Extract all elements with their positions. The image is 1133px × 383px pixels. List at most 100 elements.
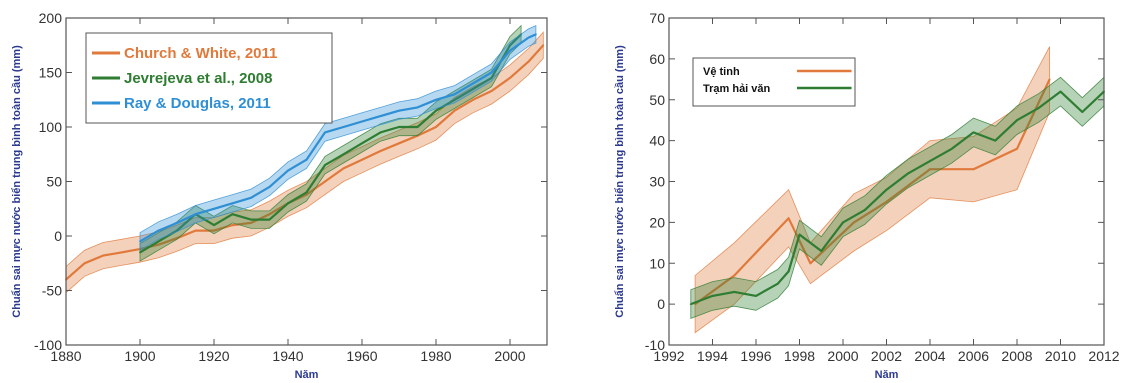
- church-white-2011-series-point: [102, 254, 104, 257]
- church-white-2011-series-point: [361, 158, 363, 161]
- x-tick-label: 2006: [958, 348, 989, 364]
- ray-douglas-2011-series-point: [435, 98, 437, 101]
- v-tinh-series-point: [787, 217, 790, 220]
- y-axis-label: Chuẩn sai mực nước biển trung bình toàn …: [11, 45, 23, 318]
- jevrejeva-et-al-2008-series-point: [490, 77, 493, 79]
- ray-douglas-2011-series-point: [527, 36, 530, 39]
- jevrejeva-et-al-2008-series-point: [398, 126, 400, 128]
- v-tinh-series-point: [1048, 78, 1051, 81]
- ray-douglas-2011-series-point: [342, 126, 345, 128]
- church-white-2011-series-point: [509, 77, 511, 79]
- church-white-2011-series-point: [324, 180, 326, 183]
- x-tick-label: 2000: [827, 348, 858, 364]
- tr-m-h-i-v-n-series-point: [1081, 111, 1084, 113]
- jevrejeva-et-al-2008-series-point: [213, 224, 215, 227]
- church-white-2011-series-point: [490, 90, 493, 92]
- jevrejeva-et-al-2008-series-point: [453, 98, 456, 101]
- tr-m-h-i-v-n-series-point: [820, 250, 823, 252]
- tr-m-h-i-v-n-series-point: [689, 303, 692, 305]
- church-white-2011-series-point: [157, 243, 160, 246]
- x-axis-label: Năm: [295, 369, 319, 381]
- x-tick-label: 1980: [420, 348, 451, 364]
- jevrejeva-et-al-2008-series-point: [305, 191, 308, 194]
- x-tick-label: 2010: [1045, 348, 1076, 364]
- jevrejeva-et-al-2008-series-line: [139, 33, 522, 254]
- tr-m-h-i-v-n-series-point: [1016, 119, 1018, 122]
- church-white-2011-series-point: [213, 229, 215, 232]
- church-white-2011-series-point: [542, 44, 545, 47]
- ray-douglas-2011-series-point: [361, 120, 363, 123]
- church-white-2011-series-point: [268, 213, 271, 216]
- ray-douglas-2011-series-point: [305, 158, 308, 161]
- ray-douglas-2011-series-point: [472, 82, 474, 85]
- x-tick-label: 1998: [784, 348, 815, 364]
- ray-douglas-2011-series-point: [398, 109, 400, 112]
- y-tick-label: 0: [54, 228, 62, 244]
- ray-douglas-2011-series-point: [490, 71, 493, 74]
- church-white-2011-series-point: [472, 98, 474, 101]
- jevrejeva-et-al-2008-series-point: [435, 109, 437, 112]
- y-tick-label: 30: [649, 174, 665, 190]
- ray-douglas-2011-series-point: [379, 115, 382, 117]
- ray-douglas-2011-series-point: [416, 106, 419, 109]
- y-tick-label: 20: [649, 214, 665, 230]
- jevrejeva-et-al-2008-series-point: [361, 142, 363, 145]
- ray-douglas-2011-series-point: [535, 33, 537, 36]
- x-tick-label: 2002: [871, 348, 902, 364]
- tr-m-h-i-v-n-series-point: [950, 147, 953, 150]
- y-tick-label: 0: [657, 296, 665, 312]
- y-tick-label: -10: [645, 337, 665, 353]
- legend: Church & White, 2011 Jevrejeva et al., 20…: [85, 32, 333, 124]
- x-tick-label: 1992: [653, 348, 684, 364]
- tr-m-h-i-v-n-series-point: [1059, 90, 1062, 93]
- tr-m-h-i-v-n-series-point: [842, 221, 844, 224]
- ray-douglas-2011-series-point: [157, 229, 160, 232]
- legend: Vệ tinh Trạm hải văn: [692, 57, 856, 107]
- ray-douglas-2011-series-point: [194, 213, 197, 216]
- church-white-2011-series-point: [305, 193, 308, 196]
- church-white-2011-series-point: [120, 251, 123, 254]
- x-tick-label: 1960: [346, 348, 377, 364]
- ray-douglas-2011-series-point: [453, 93, 456, 96]
- tr-m-h-i-v-n-series-point: [907, 172, 910, 175]
- y-tick-label: 40: [649, 133, 665, 149]
- church-white-2011-series-point: [379, 150, 382, 152]
- y-axis-label: Chuẩn sai mực nước biển trung bình toàn …: [614, 45, 626, 318]
- x-tick-label: 1996: [740, 348, 771, 364]
- tr-m-h-i-v-n-series-point: [929, 160, 931, 163]
- church-white-2011-series-point: [435, 126, 437, 128]
- legend-label: Church & White, 2011: [124, 45, 277, 62]
- y-tick-label: 60: [649, 51, 665, 67]
- church-white-2011-series-point: [231, 224, 234, 227]
- legend-label: Jevrejeva et al., 2008: [124, 70, 272, 87]
- jevrejeva-et-al-2008-series-point: [287, 202, 289, 205]
- v-tinh-series-point: [809, 262, 812, 265]
- v-tinh-series-point: [1016, 147, 1018, 150]
- x-tick-label: 1994: [697, 348, 728, 364]
- y-tick-label: -100: [34, 337, 62, 353]
- tr-m-h-i-v-n-series-point: [776, 282, 779, 285]
- legend-label: Ray & Douglas, 2011: [124, 95, 271, 112]
- church-white-2011-series-point: [453, 109, 456, 112]
- legend-box: [692, 57, 856, 107]
- y-tick-label: -50: [42, 283, 62, 299]
- v-tinh-series-band: [694, 46, 1050, 334]
- tr-m-h-i-v-n-series-point: [798, 233, 801, 236]
- jevrejeva-et-al-2008-series-point: [231, 213, 234, 216]
- legend-label: Trạm hải văn: [703, 83, 771, 95]
- ray-douglas-2011-series-point: [287, 169, 289, 172]
- tr-m-h-i-v-n-series-point: [994, 139, 997, 142]
- y-tick-label: 10: [649, 255, 665, 271]
- ray-douglas-2011-series-point: [509, 49, 511, 52]
- ray-douglas-2011-series-band: [139, 24, 537, 251]
- x-tick-label: 1920: [198, 348, 229, 364]
- church-white-2011-series-point: [342, 167, 345, 170]
- church-white-2011-series-point: [194, 229, 197, 232]
- jevrejeva-et-al-2008-series-point: [416, 126, 419, 128]
- ray-douglas-2011-series-point: [250, 196, 252, 199]
- x-tick-label: 2004: [914, 348, 945, 364]
- y-tick-label: 50: [649, 92, 665, 108]
- y-tick-label: 50: [46, 174, 62, 190]
- x-tick-label: 2008: [1001, 348, 1032, 364]
